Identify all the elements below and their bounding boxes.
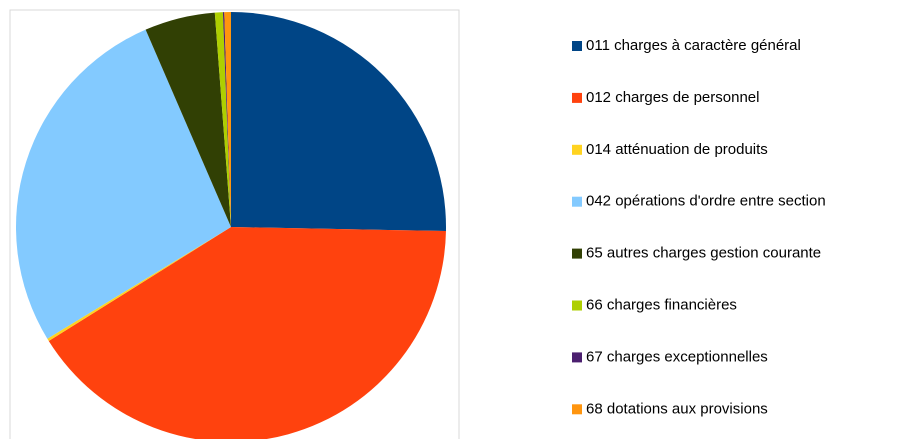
pie-slice (231, 12, 446, 232)
legend-label: 014 atténuation de produits (586, 141, 768, 158)
pie-slice (15, 29, 232, 339)
legend-swatch (572, 92, 582, 103)
pie-slice (47, 227, 231, 342)
legend-label: 67 charges exceptionnelles (586, 348, 768, 365)
legend-swatch (572, 196, 582, 207)
legend-swatch (572, 352, 582, 363)
pie-slice (224, 12, 231, 227)
legend-swatch (572, 404, 582, 415)
pie-slice (48, 227, 446, 439)
pie-slice (214, 12, 231, 227)
legend-swatch (572, 144, 582, 155)
legend-label: 011 charges à caractère général (586, 37, 801, 54)
legend-swatch (572, 248, 582, 259)
legend-swatch (572, 300, 582, 311)
legend-label: 042 opérations d'ordre entre section (586, 193, 826, 210)
legend-label: 012 charges de personnel (586, 89, 759, 106)
pie-slice (222, 12, 231, 227)
pie-slice (145, 12, 231, 227)
legend-swatch (572, 41, 582, 51)
legend-label: 66 charges financières (586, 296, 737, 313)
legend-label: 65 autres charges gestion courante (586, 245, 821, 262)
legend-label: 68 dotations aux provisions (586, 400, 768, 417)
